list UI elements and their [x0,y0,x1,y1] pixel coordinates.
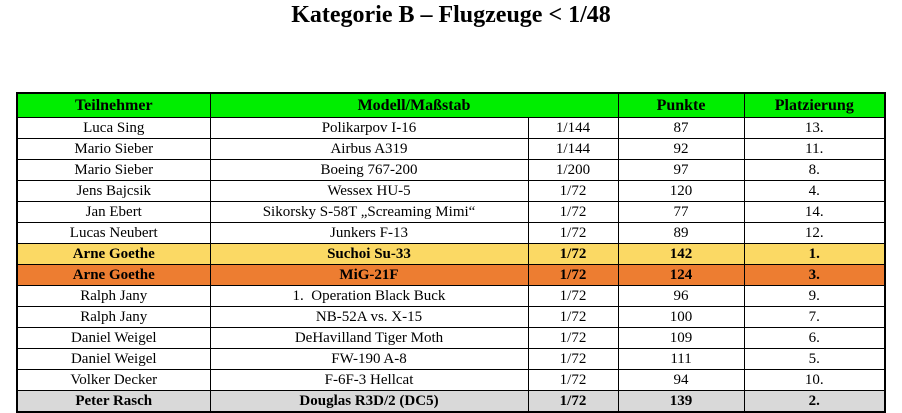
cell-platzierung: 8. [743,159,886,181]
cell-teilnehmer: Luca Sing [16,117,211,139]
cell-punkte: 89 [617,222,745,244]
table-row: Jan Ebert Sikorsky S-58T „Screaming Mimi“… [16,201,886,223]
cell-modell: 1. Operation Black Buck [209,285,529,307]
results-table: Teilnehmer Modell/Maßstab Punkte Platzie… [16,92,887,413]
cell-platzierung: 9. [743,285,886,307]
page-title: Kategorie B – Flugzeuge < 1/48 [291,2,611,28]
cell-teilnehmer: Jan Ebert [16,201,211,223]
cell-modell: Douglas R3D/2 (DC5) [209,390,529,413]
cell-massstab: 1/72 [527,327,619,349]
table-row: Volker Decker F-6F-3 Hellcat 1/72 94 10. [16,369,886,391]
col-header-modell-massstab: Modell/Maßstab [209,92,619,118]
cell-punkte: 100 [617,306,745,328]
cell-massstab: 1/144 [527,138,619,160]
cell-teilnehmer: Ralph Jany [16,306,211,328]
cell-platzierung: 11. [743,138,886,160]
cell-modell: Sikorsky S-58T „Screaming Mimi“ [209,201,529,223]
header-row: Teilnehmer Modell/Maßstab Punkte Platzie… [16,92,886,118]
cell-platzierung: 7. [743,306,886,328]
cell-modell: FW-190 A-8 [209,348,529,370]
col-header-punkte: Punkte [617,92,745,118]
table-row: Daniel Weigel DeHavilland Tiger Moth 1/72 1… [16,327,886,349]
cell-teilnehmer: Mario Sieber [16,138,211,160]
table-row: Luca Sing Polikarpov I-16 1/144 87 13. [16,117,886,139]
cell-massstab: 1/72 [527,243,619,265]
table-row: Daniel Weigel FW-190 A-8 1/72 111 5. [16,348,886,370]
cell-teilnehmer: Arne Goethe [16,243,211,265]
cell-platzierung: 5. [743,348,886,370]
cell-punkte: 142 [617,243,745,265]
cell-punkte: 96 [617,285,745,307]
cell-platzierung: 6. [743,327,886,349]
cell-massstab: 1/72 [527,201,619,223]
cell-punkte: 92 [617,138,745,160]
cell-punkte: 94 [617,369,745,391]
cell-massstab: 1/72 [527,348,619,370]
table-row: Ralph Jany 1. Operation Black Buck 1/72 96 9… [16,285,886,307]
cell-teilnehmer: Jens Bajcsik [16,180,211,202]
cell-modell: Polikarpov I-16 [209,117,529,139]
cell-modell: DeHavilland Tiger Moth [209,327,529,349]
cell-modell: MiG-21F [209,264,529,286]
cell-modell: Airbus A319 [209,138,529,160]
cell-punkte: 120 [617,180,745,202]
cell-platzierung: 3. [743,264,886,286]
cell-platzierung: 1. [743,243,886,265]
table-row: Peter Rasch Douglas R3D/2 (DC5) 1/72 139 2. [16,390,886,413]
cell-modell: Suchoi Su-33 [209,243,529,265]
cell-teilnehmer: Ralph Jany [16,285,211,307]
cell-punkte: 109 [617,327,745,349]
table-row: Mario Sieber Airbus A319 1/144 92 11. [16,138,886,160]
table-row: Jens Bajcsik Wessex HU-5 1/72 120 4. [16,180,886,202]
cell-teilnehmer: Daniel Weigel [16,327,211,349]
cell-punkte: 77 [617,201,745,223]
cell-teilnehmer: Arne Goethe [16,264,211,286]
cell-massstab: 1/72 [527,180,619,202]
cell-massstab: 1/72 [527,285,619,307]
cell-platzierung: 10. [743,369,886,391]
cell-massstab: 1/144 [527,117,619,139]
cell-massstab: 1/200 [527,159,619,181]
table-row: Arne Goethe Suchoi Su-33 1/72 142 1. [16,243,886,265]
cell-massstab: 1/72 [527,306,619,328]
cell-massstab: 1/72 [527,264,619,286]
col-header-platzierung: Platzierung [743,92,886,118]
cell-platzierung: 4. [743,180,886,202]
cell-platzierung: 12. [743,222,886,244]
table-row: Mario Sieber Boeing 767-200 1/200 97 8. [16,159,886,181]
cell-teilnehmer: Mario Sieber [16,159,211,181]
table-row: Arne Goethe MiG-21F 1/72 124 3. [16,264,886,286]
cell-teilnehmer: Lucas Neubert [16,222,211,244]
cell-modell: F-6F-3 Hellcat [209,369,529,391]
cell-modell: NB-52A vs. X-15 [209,306,529,328]
cell-teilnehmer: Daniel Weigel [16,348,211,370]
col-header-teilnehmer: Teilnehmer [16,92,211,118]
table-row: Ralph Jany NB-52A vs. X-15 1/72 100 7. [16,306,886,328]
cell-platzierung: 13. [743,117,886,139]
cell-punkte: 97 [617,159,745,181]
cell-teilnehmer: Peter Rasch [16,390,211,413]
cell-punkte: 139 [617,390,745,413]
cell-massstab: 1/72 [527,222,619,244]
cell-massstab: 1/72 [527,369,619,391]
table-body: Luca Sing Polikarpov I-16 1/144 87 13. Mario … [16,117,886,413]
cell-platzierung: 14. [743,201,886,223]
cell-punkte: 87 [617,117,745,139]
cell-massstab: 1/72 [527,390,619,413]
cell-punkte: 124 [617,264,745,286]
cell-modell: Junkers F-13 [209,222,529,244]
cell-modell: Boeing 767-200 [209,159,529,181]
cell-teilnehmer: Volker Decker [16,369,211,391]
cell-platzierung: 2. [743,390,886,413]
table-row: Lucas Neubert Junkers F-13 1/72 89 12. [16,222,886,244]
cell-modell: Wessex HU-5 [209,180,529,202]
cell-punkte: 111 [617,348,745,370]
